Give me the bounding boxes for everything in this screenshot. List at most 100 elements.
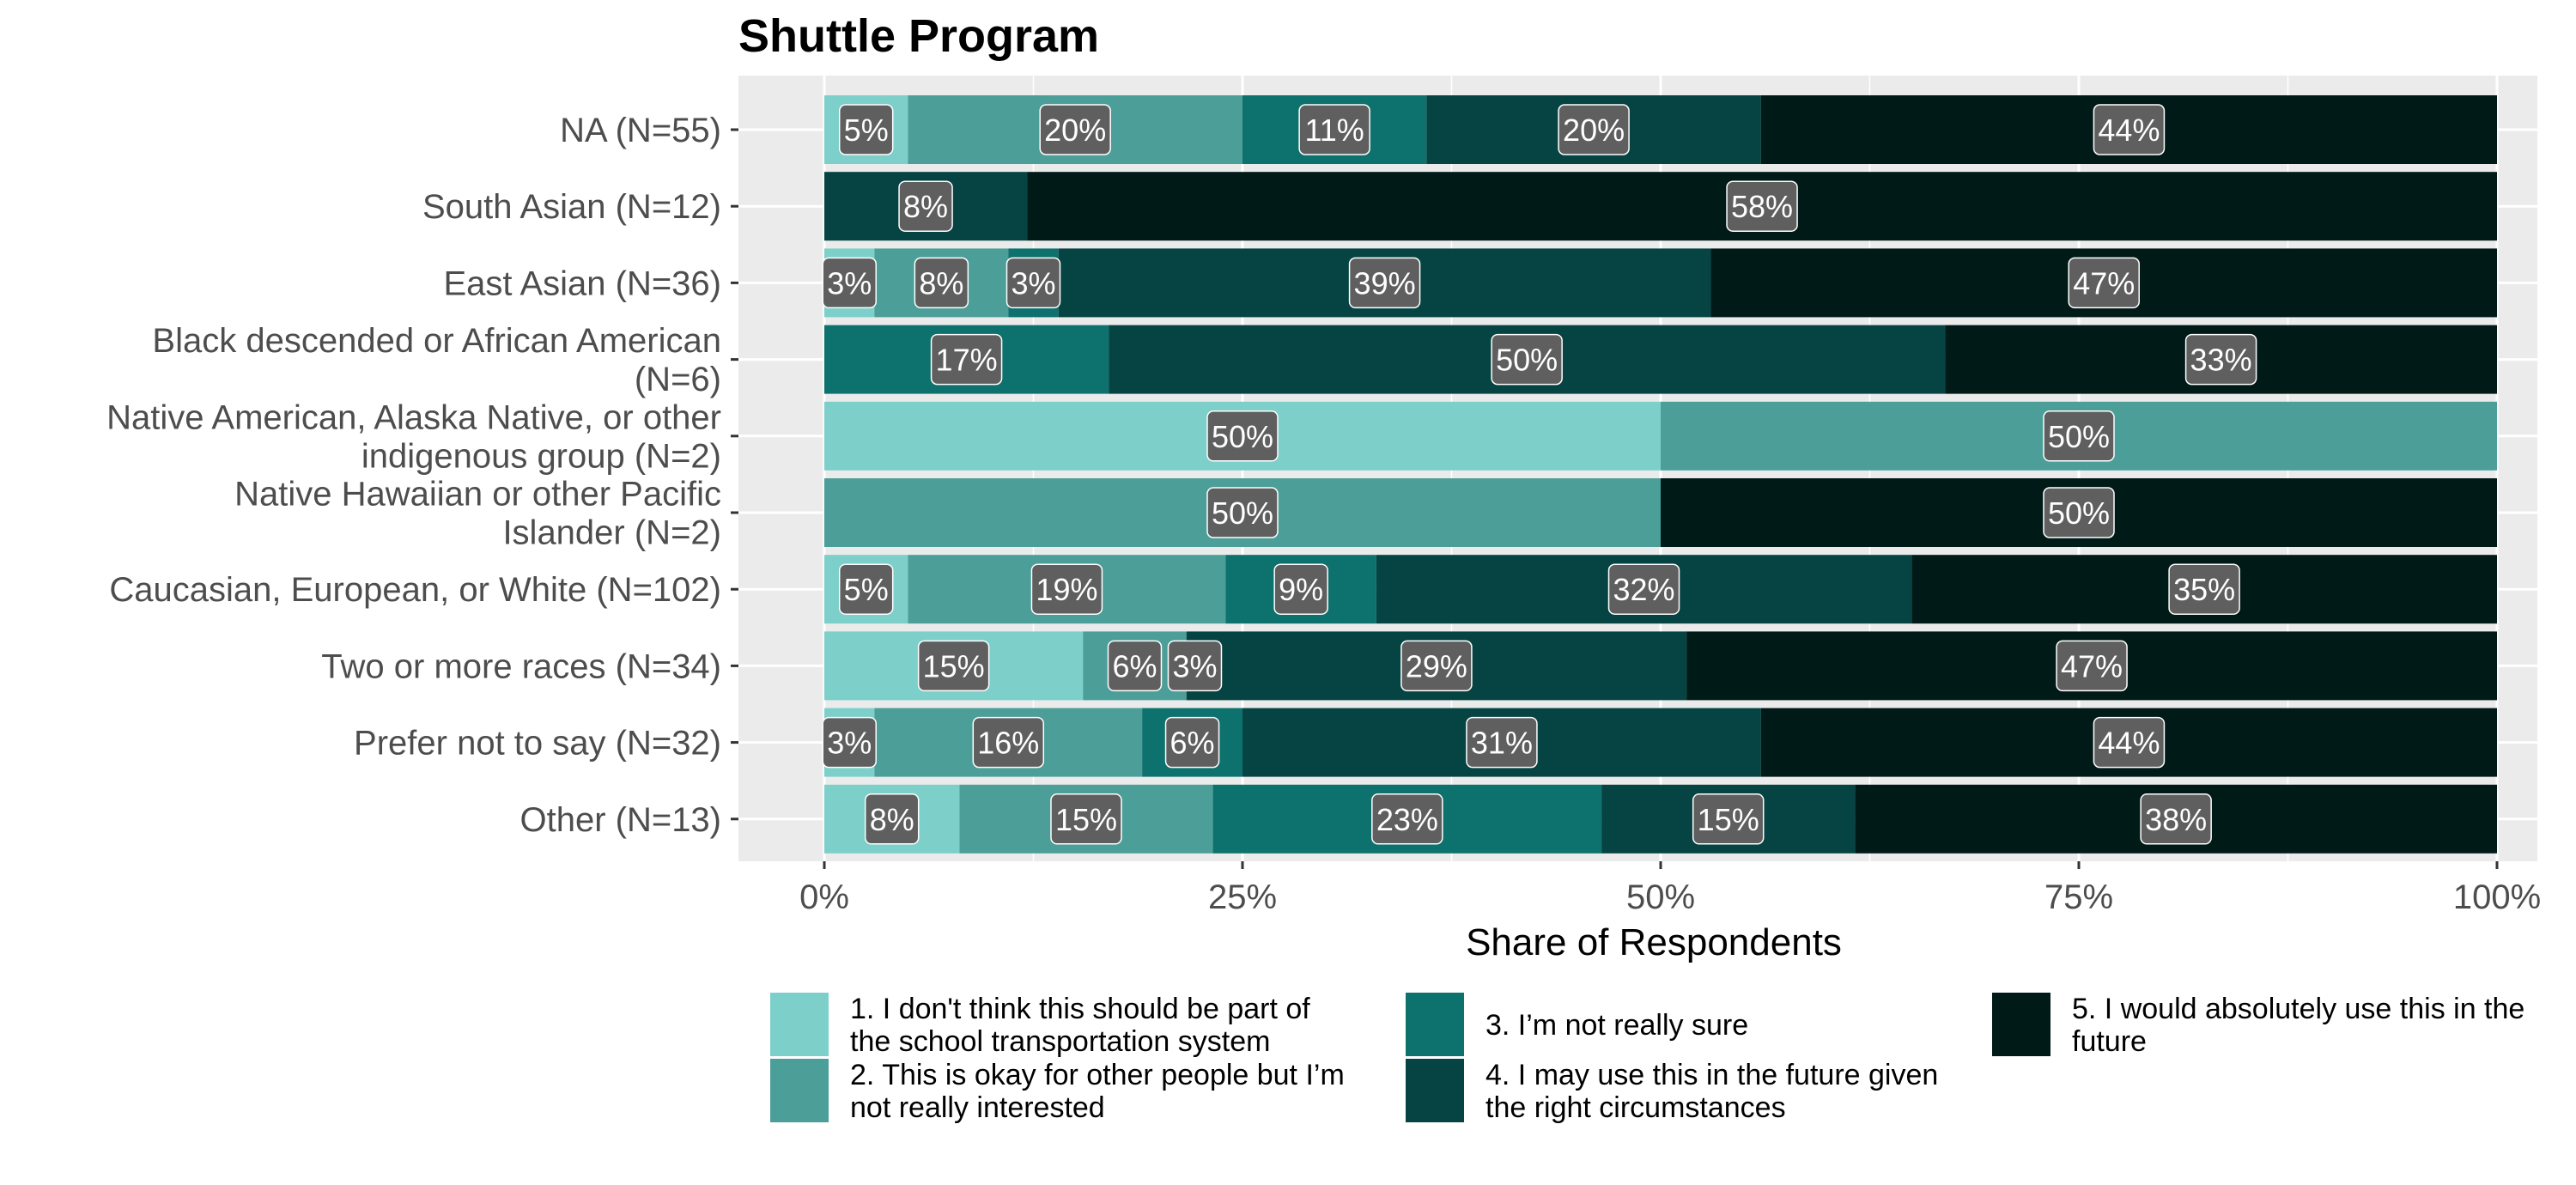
legend-label: 4. I may use this in the future given xyxy=(1485,1059,1938,1091)
y-axis-labels: NA (N=55) South Asian (N=12) East Asian (N… xyxy=(106,112,738,839)
data-label: 20% xyxy=(1563,112,1625,148)
data-label: 17% xyxy=(936,343,998,378)
data-label-box xyxy=(1206,487,1279,538)
legend-label: 3. I’m not really sure xyxy=(1485,1009,1748,1042)
data-label: 38% xyxy=(2145,802,2207,837)
data-label-box xyxy=(1491,333,1563,386)
y-axis-label: Islander (N=2) xyxy=(502,514,721,552)
data-label-box xyxy=(1039,104,1111,155)
y-axis-label: Native Hawaiian or other Pacific xyxy=(234,476,721,514)
data-label-box xyxy=(2056,640,2128,692)
data-label: 15% xyxy=(1055,802,1117,837)
data-label-box xyxy=(2093,716,2166,769)
data-label-box xyxy=(1206,410,1279,462)
y-axis-label: Black descended or African American xyxy=(152,322,721,360)
data-label-box xyxy=(2043,410,2115,462)
y-axis-label: (N=6) xyxy=(635,361,721,398)
y-axis-label: Native American, Alaska Native, or other xyxy=(106,398,721,436)
data-labels: 5% 20% 11% 20% 44% 8% 58% 3% 8% 3% 39% 47% 17% 50% 33%… xyxy=(822,104,2257,845)
data-label-box xyxy=(1167,640,1223,692)
x-tick-label: 0% xyxy=(799,878,849,916)
data-label: 11% xyxy=(1304,112,1364,148)
data-label-box xyxy=(1466,716,1538,769)
data-label: 8% xyxy=(919,265,963,301)
legend-label: not really interested xyxy=(850,1091,1105,1124)
data-label: 8% xyxy=(903,189,948,224)
data-label-box xyxy=(917,640,990,692)
data-label: 5% xyxy=(844,112,889,148)
legend-label: the right circumstances xyxy=(1485,1091,1786,1124)
legend-label: the school transportation system xyxy=(850,1025,1270,1058)
data-label-box xyxy=(1298,104,1370,155)
y-axis-label: South Asian (N=12) xyxy=(422,188,721,226)
data-label-box xyxy=(2140,793,2212,845)
data-label-box xyxy=(898,180,953,232)
data-label: 5% xyxy=(844,572,889,607)
data-label: 6% xyxy=(1112,648,1157,684)
data-label-box xyxy=(1400,640,1473,692)
data-label: 47% xyxy=(2073,265,2135,301)
data-label-box xyxy=(972,716,1045,769)
data-label-box xyxy=(1050,793,1122,845)
data-label: 6% xyxy=(1170,726,1215,761)
legend-key xyxy=(770,1059,829,1122)
data-label-box xyxy=(1558,104,1630,155)
chart-title: Shuttle Program xyxy=(738,10,1099,62)
data-label-box xyxy=(1371,793,1443,845)
data-label-box xyxy=(2168,563,2240,615)
data-label: 3% xyxy=(1011,265,1055,301)
data-label: 3% xyxy=(827,726,872,761)
data-label: 50% xyxy=(1212,419,1273,454)
data-label-box xyxy=(1348,257,1421,309)
data-label: 15% xyxy=(1698,802,1759,837)
legend-label: 2. This is okay for other people but I’m xyxy=(850,1059,1345,1091)
data-label-box xyxy=(2068,257,2140,309)
data-label: 50% xyxy=(2048,419,2110,454)
x-tick-label: 100% xyxy=(2453,878,2541,916)
data-label: 44% xyxy=(2098,112,2160,148)
data-label: 9% xyxy=(1279,572,1323,607)
data-label-box xyxy=(822,716,877,769)
data-label-box xyxy=(1164,716,1220,769)
data-label: 23% xyxy=(1376,802,1438,837)
legend-label: future xyxy=(2072,1025,2147,1058)
data-label-box xyxy=(1273,563,1328,615)
data-label-box xyxy=(1692,793,1765,845)
legend-key xyxy=(770,993,829,1056)
legend: 1. I don't think this should be part oft… xyxy=(770,993,2524,1124)
data-label-box xyxy=(1005,257,1061,309)
y-axis-label: Other (N=13) xyxy=(519,801,721,839)
data-label: 50% xyxy=(2048,495,2110,531)
data-label: 29% xyxy=(1406,648,1467,684)
data-label-box xyxy=(822,257,877,309)
data-label: 35% xyxy=(2173,572,2235,607)
data-label-box xyxy=(1607,563,1680,615)
data-label: 20% xyxy=(1044,112,1106,148)
legend-label: 5. I would absolutely use this in the xyxy=(2072,993,2524,1025)
data-label: 39% xyxy=(1354,265,1416,301)
data-label-box xyxy=(914,257,969,309)
data-label-box xyxy=(1726,180,1798,232)
legend-label: 1. I don't think this should be part of xyxy=(850,993,1310,1025)
legend-key xyxy=(1992,993,2050,1056)
data-label: 3% xyxy=(827,265,872,301)
data-label-box xyxy=(2184,333,2257,386)
y-axis-label: indigenous group (N=2) xyxy=(361,437,721,475)
data-label: 32% xyxy=(1613,572,1674,607)
data-label: 8% xyxy=(870,802,914,837)
data-label-box xyxy=(864,793,920,845)
data-label: 15% xyxy=(923,648,985,684)
y-axis-label: East Asian (N=36) xyxy=(444,264,722,302)
data-label: 44% xyxy=(2098,726,2160,761)
data-label: 16% xyxy=(977,726,1039,761)
y-axis-label: Caucasian, European, or White (N=102) xyxy=(109,571,721,609)
data-label-box xyxy=(1107,640,1163,692)
y-axis-label: Two or more races (N=34) xyxy=(321,647,721,685)
data-label: 3% xyxy=(1172,648,1217,684)
data-label-box xyxy=(2043,487,2115,538)
data-label: 50% xyxy=(1212,495,1273,531)
data-label: 58% xyxy=(1731,189,1793,224)
data-label-box xyxy=(1030,563,1103,615)
y-axis-label: NA (N=55) xyxy=(560,112,721,149)
